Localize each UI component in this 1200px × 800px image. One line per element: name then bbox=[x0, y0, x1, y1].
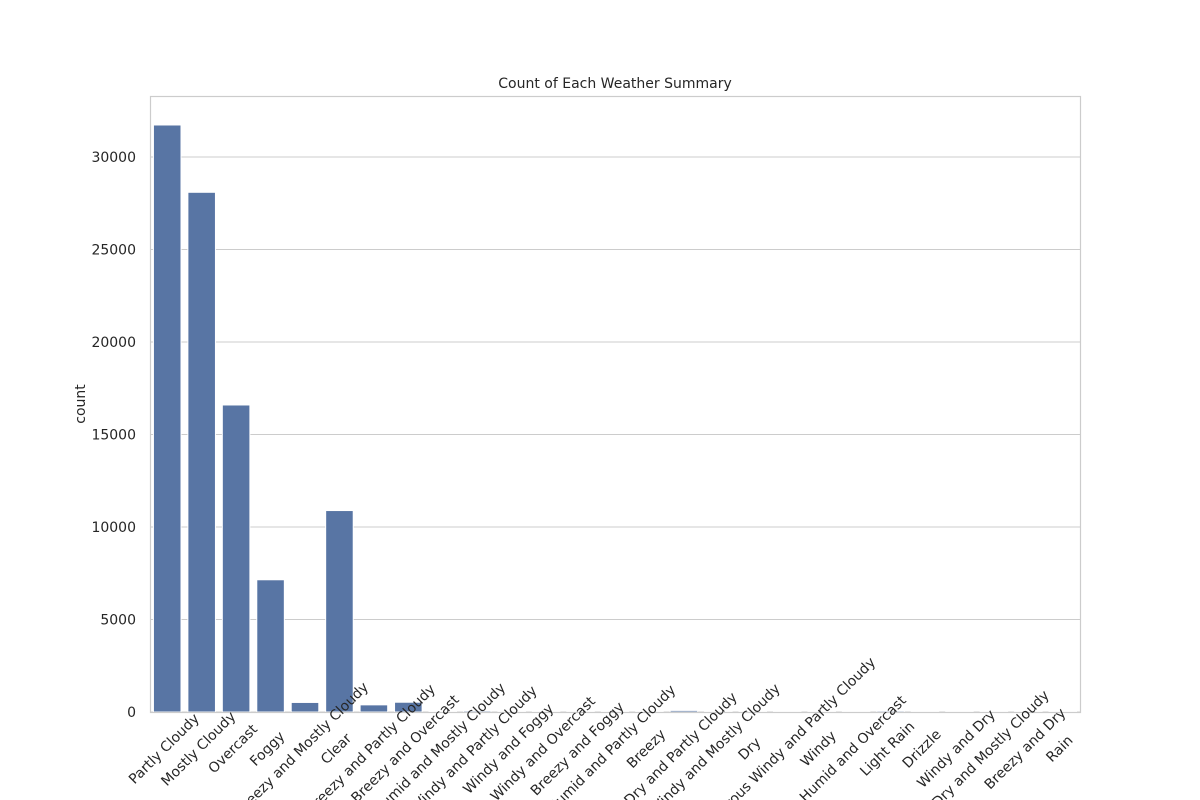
bar bbox=[256, 579, 285, 713]
y-tick-label: 10000 bbox=[91, 520, 136, 536]
y-tick-label: 30000 bbox=[91, 150, 136, 166]
y-tick-label: 15000 bbox=[91, 428, 136, 444]
bar bbox=[325, 510, 354, 713]
x-tick-label: Dangerous Windy and Partly Cloudy bbox=[690, 655, 879, 800]
bar bbox=[152, 124, 182, 713]
bar bbox=[187, 191, 216, 713]
bar bbox=[359, 704, 389, 713]
y-tick-label: 20000 bbox=[91, 335, 136, 351]
chart-title: Count of Each Weather Summary bbox=[498, 76, 731, 92]
plot-frame bbox=[149, 95, 1082, 714]
y-tick-label: 25000 bbox=[91, 243, 136, 259]
bar bbox=[910, 710, 940, 713]
bar bbox=[221, 404, 251, 713]
y-tick-label: 5000 bbox=[100, 613, 136, 629]
bar bbox=[669, 709, 699, 713]
y-axis-label: count bbox=[73, 384, 89, 424]
bar bbox=[290, 701, 320, 713]
y-tick-label: 0 bbox=[127, 705, 136, 721]
x-tick-label: Dry bbox=[736, 735, 765, 764]
